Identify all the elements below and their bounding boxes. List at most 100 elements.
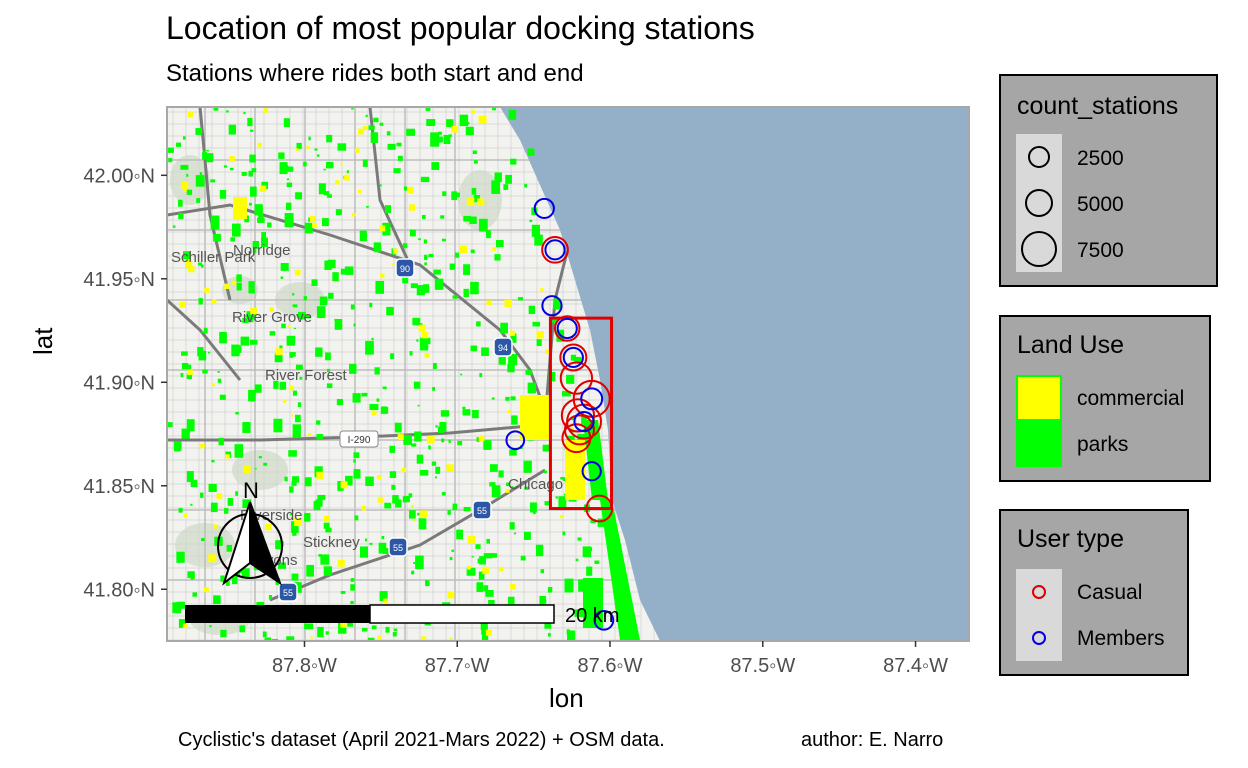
place-label: Schiller Park	[171, 249, 256, 266]
park-parcel	[491, 397, 495, 400]
park-parcel	[190, 575, 195, 580]
park-parcel	[316, 434, 324, 440]
park-parcel	[489, 553, 498, 558]
commercial-parcel	[420, 636, 427, 641]
members-station-point	[544, 239, 566, 261]
commercial-parcel	[507, 410, 511, 414]
commercial-parcel	[340, 481, 348, 489]
park-parcel	[472, 150, 477, 155]
park-parcel	[336, 398, 343, 406]
park-parcel	[367, 637, 375, 641]
highway-shields: 90 94 55 55 55 I-290	[278, 258, 513, 602]
park-parcel	[176, 142, 182, 147]
park-parcel	[393, 168, 401, 174]
interstate-shield	[388, 537, 408, 557]
park-parcel	[508, 109, 517, 120]
park-parcel	[335, 209, 342, 216]
park-parcel	[308, 136, 311, 141]
park-parcel	[246, 311, 254, 323]
park-parcel	[353, 469, 361, 479]
park-parcel	[385, 626, 390, 633]
park-parcel	[440, 215, 445, 219]
park-parcel	[472, 410, 479, 419]
park-parcel	[480, 619, 488, 630]
park-parcel	[248, 289, 255, 294]
park-parcel	[583, 578, 603, 628]
park-parcel	[234, 444, 244, 458]
land-use-polygons	[167, 107, 640, 641]
park-parcel	[240, 336, 250, 346]
park-parcel	[518, 297, 523, 301]
park-parcel	[286, 202, 292, 211]
legend-title-count: count_stations	[1017, 92, 1179, 120]
park-parcel	[241, 171, 247, 176]
park-parcel	[389, 445, 395, 453]
park-parcel	[539, 595, 546, 605]
park-parcel	[243, 111, 246, 115]
park-parcel	[201, 537, 205, 542]
commercial-parcel	[287, 325, 291, 328]
chart-title: Location of most popular docking station…	[166, 10, 755, 46]
park-parcel	[317, 494, 326, 500]
park-parcel	[530, 502, 537, 513]
park-parcel	[379, 591, 388, 601]
park-parcel	[533, 510, 536, 515]
park-parcel	[386, 131, 391, 136]
casual-station-point	[585, 494, 614, 523]
park-parcel	[291, 573, 299, 581]
park-parcel	[352, 393, 361, 403]
y-tick-label: 41.95◦N	[83, 269, 155, 291]
casual-station-point	[559, 361, 594, 395]
commercial-parcel	[316, 471, 324, 479]
commercial-parcel	[310, 636, 313, 639]
members-station-point	[562, 346, 584, 369]
y-axis-title: lat	[28, 327, 58, 355]
park-parcel	[527, 382, 536, 394]
legend-key-size-1	[1016, 134, 1062, 180]
commercial-parcel	[418, 324, 426, 332]
park-parcel	[459, 114, 469, 127]
park-parcel	[441, 438, 445, 443]
park-parcel	[365, 114, 368, 117]
park-parcel	[431, 461, 437, 466]
park-parcel	[311, 279, 318, 286]
commercial-parcel	[397, 434, 404, 441]
park-parcel	[463, 215, 472, 222]
commercial-parcel	[224, 283, 230, 289]
park-parcel	[382, 547, 391, 555]
park-parcel	[534, 234, 543, 246]
park-parcel	[553, 298, 561, 310]
park-parcel	[219, 394, 226, 400]
commercial-parcel	[311, 222, 317, 228]
legend-title-land-use: Land Use	[1017, 331, 1125, 359]
park-parcel	[424, 262, 427, 266]
park-parcel	[186, 373, 192, 380]
place-label: Norridge	[233, 242, 291, 259]
park-parcel	[456, 529, 463, 540]
park-parcel	[378, 542, 387, 554]
park-parcel	[249, 154, 256, 163]
x-tick-label: 87.6◦W	[578, 655, 643, 677]
park-parcel	[303, 296, 308, 301]
park-parcel	[494, 254, 501, 261]
park-parcel	[369, 542, 373, 545]
park-parcel	[261, 232, 267, 239]
park-parcel	[498, 356, 506, 365]
x-tick-label: 87.4◦W	[883, 655, 948, 677]
park-parcel	[346, 170, 349, 174]
commercial-parcel	[406, 186, 414, 194]
park-parcel	[292, 390, 297, 396]
park-parcel	[392, 632, 397, 637]
park-parcel	[314, 148, 318, 151]
commercial-parcel	[451, 125, 459, 133]
park-parcel	[327, 259, 336, 269]
park-parcel	[236, 274, 242, 282]
park-parcel	[488, 599, 495, 608]
commercial-parcel	[200, 443, 205, 449]
commercial-parcel	[203, 587, 209, 593]
casual-station-point	[560, 398, 596, 433]
park-parcel	[179, 214, 183, 219]
commercial-parcel	[306, 145, 310, 149]
park-parcel	[273, 418, 283, 433]
scale-bar-white-segment	[369, 604, 555, 624]
